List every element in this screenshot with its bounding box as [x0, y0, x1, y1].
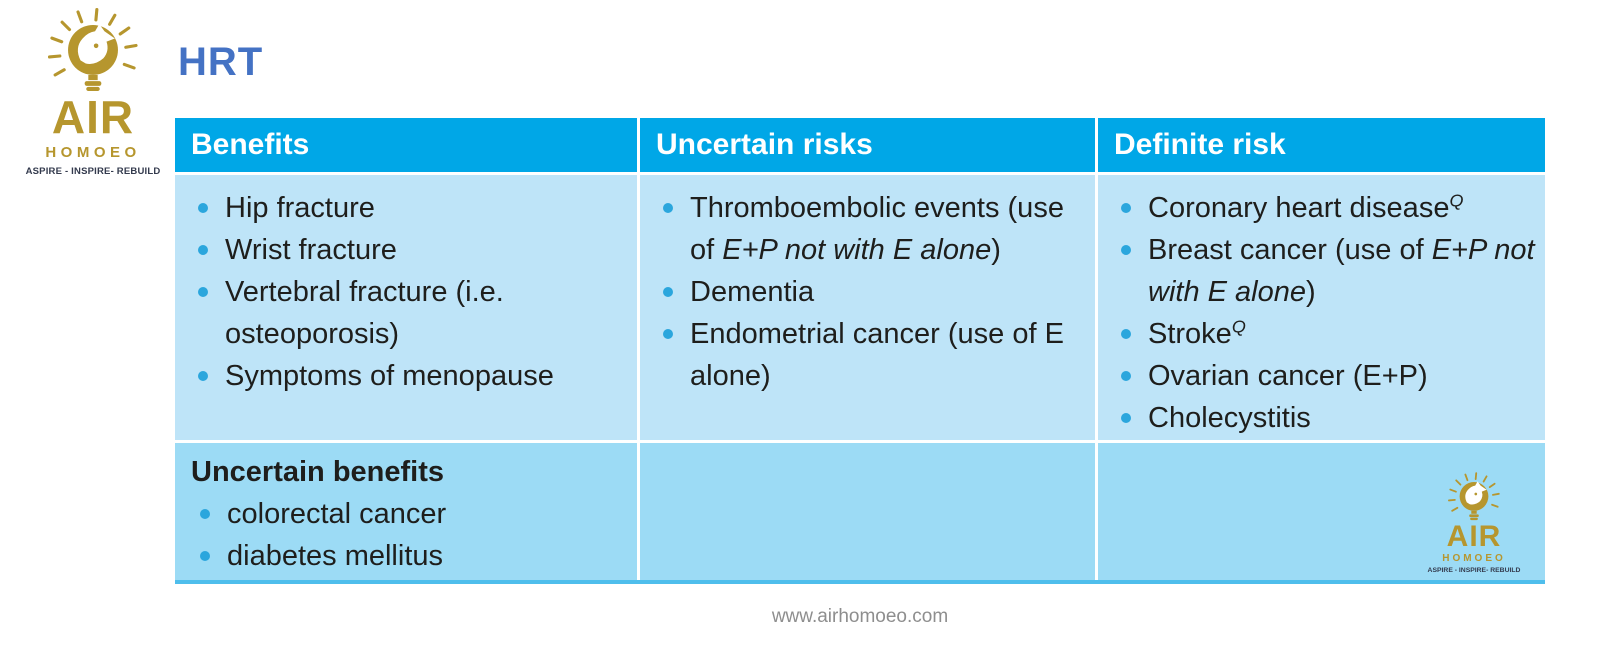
list-item-text: Breast cancer (use of E+P not with E alo… [1148, 234, 1535, 308]
bullet-icon [198, 371, 208, 381]
uncertain-risks-list: Thromboembolic events (use of E+P not wi… [652, 187, 1087, 397]
column-header-definite-risk: Definite risk [1098, 118, 1545, 172]
hrt-table: Benefits Uncertain risks Definite risk H… [175, 118, 1545, 580]
bullet-icon [663, 203, 673, 213]
bullet-icon [663, 287, 673, 297]
list-item: Wrist fracture [187, 229, 629, 271]
list-item: Ovarian cancer (E+P) [1110, 355, 1537, 397]
list-item: Hip fracture [187, 187, 629, 229]
logo-tagline: ASPIRE - INSPIRE- REBUILD [25, 165, 161, 177]
list-item-text: Vertebral fracture (i.e. osteoporosis) [225, 276, 504, 350]
logo-subbrand-text: HOMOEO [1442, 553, 1506, 564]
bullet-icon [198, 287, 208, 297]
logo-tagline: ASPIRE - INSPIRE- REBUILD [1427, 567, 1521, 574]
list-item-text: Dementia [690, 276, 815, 308]
definite-risk-cell: Coronary heart diseaseQ Breast cancer (us… [1098, 175, 1545, 440]
list-item: Symptoms of menopause [187, 355, 629, 397]
logo-brand-text: AIR [1446, 519, 1502, 553]
list-item-text: colorectal cancer [227, 498, 447, 530]
logo-subbrand-text: HOMOEO [45, 143, 141, 161]
brand-logo-watermark: AIR HOMOEO ASPIRE - INSPIRE- REBUILD [1415, 471, 1533, 574]
table-bottom-border [175, 580, 1545, 584]
bullet-icon [198, 245, 208, 255]
bullet-icon [1121, 371, 1131, 381]
uncertain-risks-cell: Thromboembolic events (use of E+P not wi… [640, 175, 1095, 440]
uncertain-benefits-title: Uncertain benefits [191, 456, 444, 488]
benefits-cell: Hip fracture Wrist fracture Vertebral frac… [175, 175, 637, 440]
empty-cell [640, 443, 1095, 580]
list-item: Cholecystitis [1110, 397, 1537, 439]
list-item-text: Thromboembolic events (use of E+P not wi… [690, 192, 1064, 266]
list-item-text: Symptoms of menopause [225, 360, 554, 392]
list-item-text: Endometrial cancer (use of E alone) [690, 318, 1064, 392]
benefits-list: Hip fracture Wrist fracture Vertebral frac… [187, 187, 629, 397]
list-item: Endometrial cancer (use of E alone) [652, 313, 1087, 397]
lightbulb-horse-icon [41, 6, 145, 96]
bullet-icon [200, 551, 210, 561]
list-item-text: diabetes mellitus [227, 540, 443, 572]
bullet-icon [200, 509, 210, 519]
list-item-text: StrokeQ [1148, 316, 1246, 350]
list-item-text: Ovarian cancer (E+P) [1148, 360, 1428, 392]
list-item: Vertebral fracture (i.e. osteoporosis) [187, 271, 629, 355]
bullet-icon [1121, 329, 1131, 339]
bullet-icon [198, 203, 208, 213]
list-item-text: Hip fracture [225, 192, 375, 224]
bullet-icon [1121, 245, 1131, 255]
column-header-benefits: Benefits [175, 118, 637, 172]
logo-cell: AIR HOMOEO ASPIRE - INSPIRE- REBUILD [1098, 443, 1545, 580]
definite-risk-list: Coronary heart diseaseQ Breast cancer (us… [1110, 187, 1537, 439]
list-item: StrokeQ [1110, 313, 1537, 355]
list-item: Dementia [652, 271, 1087, 313]
list-item: Thromboembolic events (use of E+P not wi… [652, 187, 1087, 271]
bullet-icon [1121, 203, 1131, 213]
bullet-icon [663, 329, 673, 339]
list-item-text: Coronary heart diseaseQ [1148, 190, 1464, 224]
column-header-uncertain-risks: Uncertain risks [640, 118, 1095, 172]
page-title: HRT [178, 40, 264, 84]
website-url: www.airhomoeo.com [771, 606, 949, 627]
list-item: Breast cancer (use of E+P not with E alo… [1110, 229, 1537, 313]
list-item: colorectal cancer [189, 493, 629, 535]
list-item-text: Wrist fracture [225, 234, 397, 266]
lightbulb-horse-icon [1444, 471, 1504, 523]
uncertain-benefits-cell: Uncertain benefits colorectal cancer diab… [175, 443, 637, 580]
list-item: Coronary heart diseaseQ [1110, 187, 1537, 229]
logo-brand-text: AIR [51, 91, 135, 143]
list-item: diabetes mellitus [189, 535, 629, 577]
uncertain-benefits-list: colorectal cancer diabetes mellitus [189, 493, 629, 577]
brand-logo: AIR HOMOEO ASPIRE - INSPIRE- REBUILD [22, 6, 164, 177]
list-item-text: Cholecystitis [1148, 402, 1311, 434]
bullet-icon [1121, 413, 1131, 423]
